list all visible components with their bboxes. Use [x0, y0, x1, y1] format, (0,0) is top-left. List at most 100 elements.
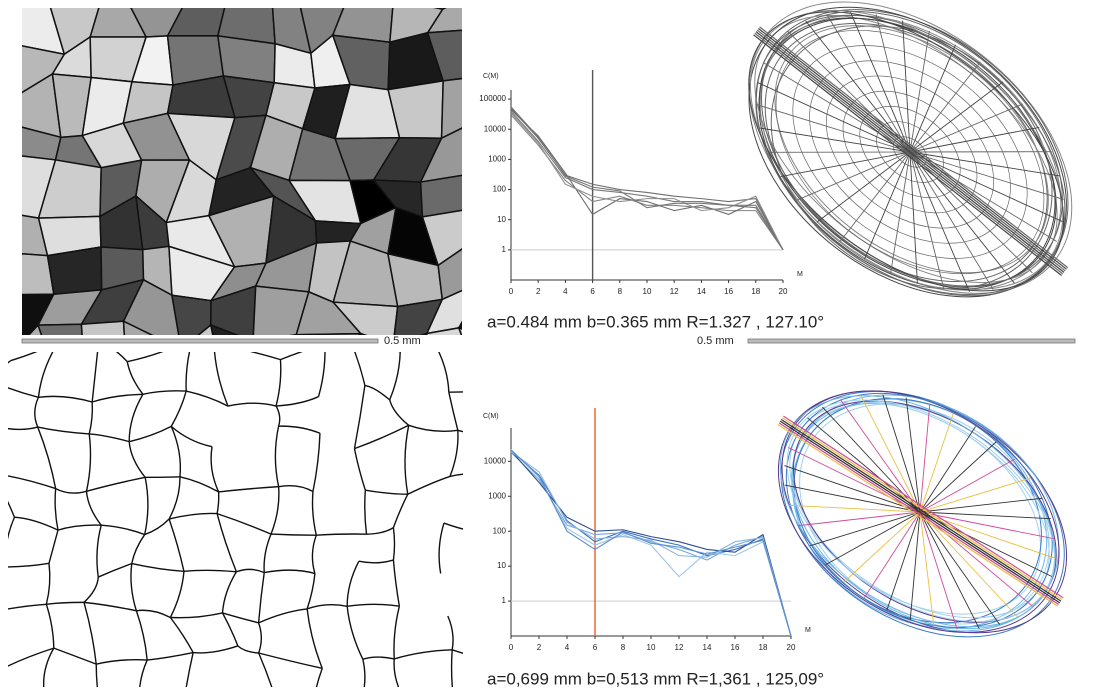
boundary: [170, 426, 182, 477]
boundary: [263, 533, 272, 573]
boundary: [45, 604, 55, 649]
ray: [919, 497, 1043, 513]
axis-ray: [758, 28, 1067, 270]
ray: [864, 151, 911, 260]
boundary: [389, 352, 401, 401]
boundary: [8, 603, 47, 610]
boundary: [448, 392, 459, 431]
series-line: [510, 112, 784, 251]
grain: [358, 332, 368, 335]
x-tick-label: 18: [751, 287, 760, 296]
ray: [909, 511, 921, 620]
micrograph: [22, 8, 462, 335]
fit-ellipse: [779, 395, 1056, 628]
boundary: [311, 534, 317, 574]
ray: [909, 103, 1024, 153]
ray: [909, 151, 918, 284]
boundary: [126, 361, 144, 395]
axis-ray: [780, 419, 1062, 602]
boundary: [142, 390, 187, 395]
x-tick-label: 6: [590, 287, 595, 296]
boundary: [306, 603, 348, 610]
ray: [768, 151, 911, 153]
series-line: [510, 449, 792, 637]
scale-label: 0.5 mm: [697, 335, 734, 347]
boundary: [8, 360, 12, 364]
boundary: [275, 359, 282, 407]
ray: [816, 151, 911, 223]
boundary: [168, 512, 218, 520]
x-axis-label: M: [805, 627, 811, 634]
boundary: [193, 645, 239, 654]
grain: [419, 127, 462, 184]
boundary: [278, 485, 314, 493]
ray: [890, 151, 911, 274]
x-tick-label: 0: [509, 287, 514, 296]
boundary: [448, 391, 463, 393]
y-tick-label: 1000: [488, 154, 506, 163]
ray: [919, 511, 1051, 520]
ray: [780, 151, 911, 178]
grain: [122, 320, 154, 335]
ray: [909, 151, 1064, 200]
boundary: [169, 571, 185, 618]
boundary: [346, 560, 360, 607]
boundary: [362, 656, 395, 660]
x-tick-label: 16: [724, 287, 733, 296]
boundary: [258, 652, 273, 687]
boundary: [364, 490, 368, 535]
boundary: [443, 522, 463, 530]
fit-ellipse: [758, 17, 1056, 290]
grain: [209, 323, 239, 335]
series-line: [510, 451, 792, 637]
y-axis-label: C(M): [483, 413, 499, 420]
boundary: [306, 573, 316, 610]
boundary: [449, 473, 463, 478]
boundary: [37, 426, 57, 489]
boundary: [306, 608, 323, 669]
boundary: [451, 649, 463, 655]
ray: [909, 81, 1004, 153]
ray: [919, 511, 1001, 625]
boundary: [179, 476, 219, 493]
ray: [789, 504, 921, 513]
boundary: [145, 476, 180, 479]
boundary: [218, 485, 279, 493]
grain: [295, 332, 363, 335]
boundary: [170, 612, 223, 619]
boundary: [353, 385, 366, 449]
boundary: [393, 606, 401, 659]
boundary: [270, 486, 280, 535]
boundary: [85, 491, 102, 526]
boundary: [227, 402, 277, 407]
boundary: [144, 518, 170, 536]
series-line: [510, 109, 784, 251]
boundary: [14, 516, 59, 531]
ray: [756, 104, 911, 153]
boundary: [91, 393, 143, 403]
y-tick-label: 100: [493, 185, 507, 194]
boundary: [46, 601, 85, 605]
ray: [797, 511, 921, 527]
ray: [919, 511, 1033, 607]
ray: [909, 44, 956, 153]
ellipse-diagram: [748, 1, 1073, 298]
boundary: [96, 659, 148, 665]
ray: [919, 511, 935, 627]
x-tick-label: 20: [787, 643, 796, 652]
ray: [839, 151, 911, 243]
boundary: [275, 396, 319, 407]
boundary: [88, 401, 94, 435]
x-tick-label: 10: [643, 287, 652, 296]
ray: [902, 20, 911, 153]
boundary: [34, 397, 40, 428]
x-tick-label: 18: [759, 643, 768, 652]
grain: [437, 248, 462, 301]
ray: [919, 426, 976, 513]
boundary: [139, 659, 148, 687]
boundary: [249, 352, 281, 361]
boundary: [438, 352, 450, 393]
boundary: [221, 571, 237, 613]
grain: [457, 326, 462, 335]
ellipse-group: [748, 1, 1073, 298]
